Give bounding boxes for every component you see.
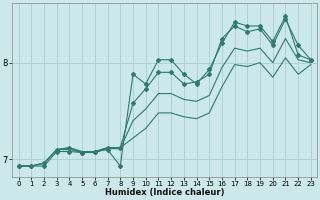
X-axis label: Humidex (Indice chaleur): Humidex (Indice chaleur)	[105, 188, 225, 197]
